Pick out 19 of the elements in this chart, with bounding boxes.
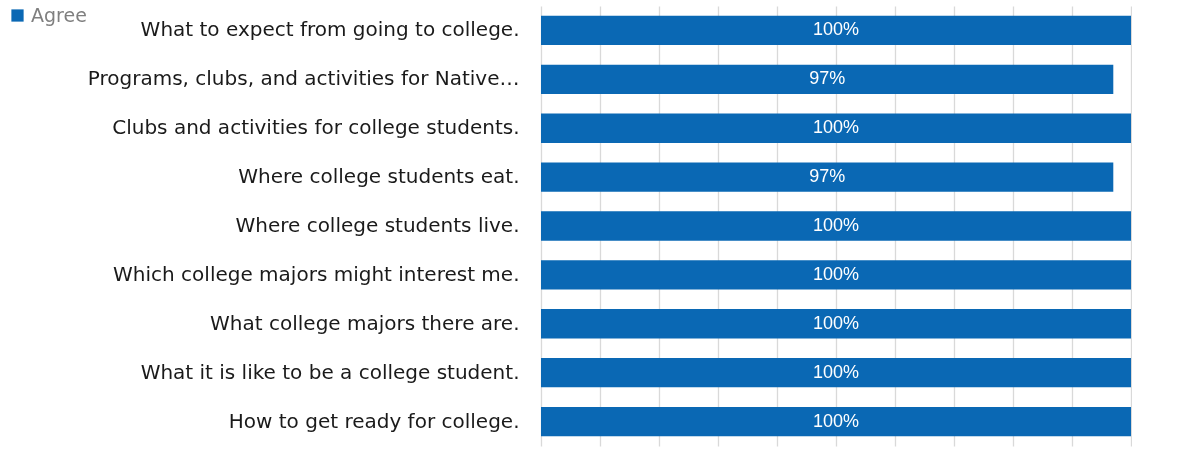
data-label: 100% (812, 361, 860, 382)
data-label: 100% (812, 19, 860, 40)
y-tick-label: Where college students live. (235, 213, 520, 237)
y-tick-label: What it is like to be a college student. (140, 359, 520, 384)
data-label: 100% (812, 312, 860, 333)
legend-label: Agree (31, 3, 87, 26)
y-tick-label: How to get ready for college. (228, 408, 520, 433)
y-tick-label: Which college majors might interest me. (113, 261, 520, 286)
data-label: 100% (812, 410, 860, 431)
data-label: 100% (812, 263, 860, 284)
y-tick-label: Programs, clubs, and activities for Native… (87, 66, 520, 91)
y-tick-label: Where college students eat. (238, 164, 520, 189)
y-tick-label: What college majors there are. (210, 310, 520, 335)
data-label: 100% (812, 117, 860, 138)
data-label: 97% (809, 68, 846, 89)
data-label: 100% (812, 215, 860, 235)
y-tick-label: Clubs and activities for college students. (112, 115, 520, 140)
data-label: 97% (809, 166, 846, 187)
y-tick-label: What to expect from going to college. (140, 17, 520, 42)
